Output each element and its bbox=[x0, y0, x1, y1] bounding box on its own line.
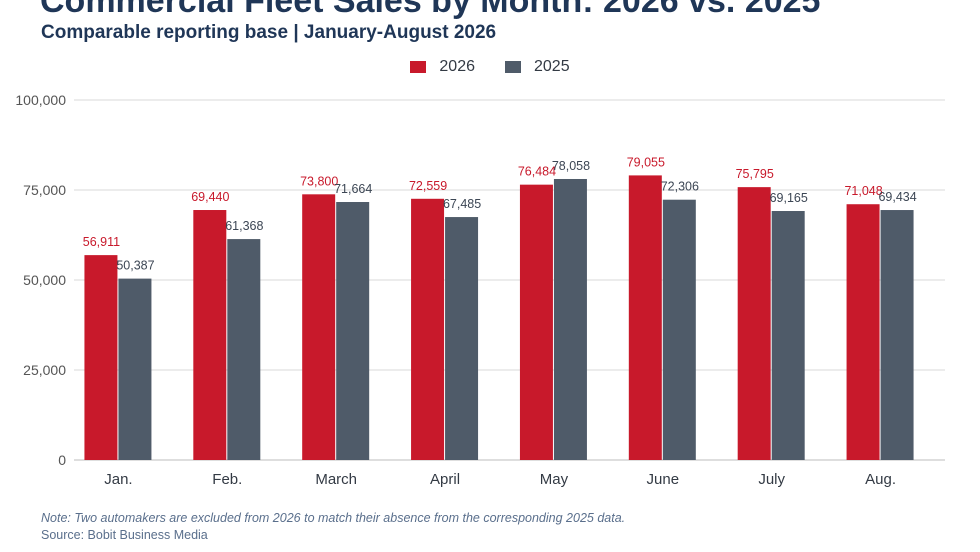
bar-2025 bbox=[118, 278, 152, 460]
bar-2025 bbox=[445, 217, 479, 460]
x-tick-label: April bbox=[430, 471, 460, 488]
bar-2025 bbox=[336, 202, 370, 461]
bar-2026 bbox=[411, 198, 445, 460]
y-tick-label: 75,000 bbox=[23, 182, 66, 198]
data-label-2026: 75,795 bbox=[736, 167, 774, 181]
x-tick-label: Aug. bbox=[865, 471, 896, 488]
bar-2026 bbox=[302, 194, 336, 460]
legend-item-2025: 2025 bbox=[505, 58, 570, 76]
bar-2026 bbox=[193, 210, 227, 460]
chart-footer: Note: Two automakers are excluded from 2… bbox=[41, 510, 625, 544]
x-tick-label: July bbox=[758, 471, 785, 488]
bar-2026 bbox=[84, 255, 118, 460]
legend-item-2026: 2026 bbox=[410, 58, 475, 76]
data-label-2026: 72,559 bbox=[409, 179, 447, 193]
legend-swatch-2025 bbox=[505, 61, 521, 73]
bar-2025 bbox=[662, 199, 696, 460]
y-tick-label: 100,000 bbox=[15, 92, 66, 108]
data-label-2026: 73,800 bbox=[300, 174, 338, 188]
legend-label-2025: 2025 bbox=[534, 58, 570, 75]
bar-2025 bbox=[880, 210, 914, 460]
data-label-2025: 67,485 bbox=[443, 197, 481, 211]
x-tick-label: March bbox=[315, 471, 357, 488]
data-label-2025: 69,434 bbox=[878, 190, 916, 204]
source-line: Source: Bobit Business Media bbox=[41, 528, 208, 542]
chart-title: Commercial Fleet Sales by Month: 2026 vs… bbox=[40, 0, 821, 20]
data-label-2025: 69,165 bbox=[770, 191, 808, 205]
chart-subtitle: Comparable reporting base | January-Augu… bbox=[41, 22, 497, 43]
data-label-2025: 72,306 bbox=[661, 180, 699, 194]
x-tick-label: Feb. bbox=[212, 471, 242, 488]
legend-swatch-2026 bbox=[410, 61, 427, 73]
bar-chart: 0 25,000 50,000 75,000 100,000 56,911 50,387 Ja… bbox=[15, 92, 945, 488]
x-tick-label: Jan. bbox=[104, 471, 132, 488]
y-tick-label: 50,000 bbox=[23, 272, 66, 288]
x-tick-label: May bbox=[540, 471, 569, 488]
x-tick-label: June bbox=[647, 471, 680, 488]
bar-2026 bbox=[519, 184, 553, 460]
data-label-2025: 61,368 bbox=[225, 219, 263, 233]
bar-2026 bbox=[846, 204, 880, 460]
data-label-2026: 76,484 bbox=[518, 165, 556, 179]
footnote: Note: Two automakers are excluded from 2… bbox=[41, 511, 626, 525]
data-label-2026: 69,440 bbox=[191, 190, 229, 204]
bar-2025 bbox=[227, 239, 261, 460]
bar-2025 bbox=[771, 211, 805, 460]
legend: 2026 2025 bbox=[0, 58, 980, 76]
data-label-2025: 71,664 bbox=[334, 182, 372, 196]
data-label-2026: 79,055 bbox=[627, 155, 665, 169]
data-label-2025: 78,058 bbox=[552, 159, 590, 173]
y-tick-label: 25,000 bbox=[23, 362, 66, 378]
data-label-2026: 71,048 bbox=[844, 184, 882, 198]
data-label-2026: 56,911 bbox=[83, 235, 120, 249]
bar-2026 bbox=[737, 187, 771, 460]
data-label-2025: 50,387 bbox=[116, 259, 154, 273]
bar-2026 bbox=[628, 175, 662, 461]
bar-2025 bbox=[553, 178, 587, 460]
y-tick-label: 0 bbox=[58, 452, 66, 468]
legend-label-2026: 2026 bbox=[439, 58, 475, 75]
